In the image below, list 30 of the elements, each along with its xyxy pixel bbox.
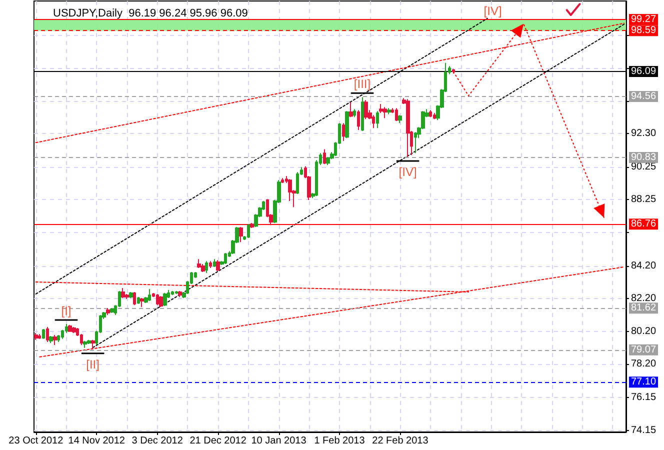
ref-line-label: 99.27 xyxy=(631,14,656,25)
y-tick-label: 76.15 xyxy=(631,392,656,404)
x-tick-label: 21 Dec 2012 xyxy=(190,436,247,446)
ref-line-label: 94.56 xyxy=(631,91,656,102)
text: USDJPY,Daily 96.19 96.24 95.96 96.09 xyxy=(53,8,248,20)
ref-line-label: 77.10 xyxy=(631,376,656,388)
y-tick-label: 84.20 xyxy=(631,260,656,272)
x-tick-label: 22 Feb 2013 xyxy=(372,436,429,446)
x-tick-label: 23 Oct 2012 xyxy=(8,436,64,446)
y-tick-label: 92.30 xyxy=(631,128,656,139)
y-tick-label: 80.20 xyxy=(631,326,656,337)
y-tick-label: 82.20 xyxy=(631,293,656,304)
ref-line-label: 86.76 xyxy=(631,218,656,230)
annotation: [III] xyxy=(354,77,371,92)
y-tick-label: 78.20 xyxy=(631,358,656,370)
x-tick-label: 3 Dec 2012 xyxy=(132,436,184,446)
ref-line-label: 90.83 xyxy=(631,152,656,164)
y-tick-label: 88.25 xyxy=(631,194,656,206)
ref-line-label: 79.07 xyxy=(631,344,656,356)
annotation: [IV] xyxy=(484,4,502,18)
x-tick-label: 14 Nov 2012 xyxy=(68,436,126,446)
annotation: [IV] xyxy=(398,165,417,180)
annotation: [I] xyxy=(61,304,72,318)
ref-line-label: 81.62 xyxy=(631,302,656,314)
y-tick-label: 74.15 xyxy=(631,424,656,436)
annotation: [II] xyxy=(86,357,100,372)
x-tick-label: 10 Jan 2013 xyxy=(251,436,307,446)
ref-line-label: 98.59 xyxy=(631,25,656,36)
ref-line-label: 96.09 xyxy=(631,66,656,77)
x-tick-label: 1 Feb 2013 xyxy=(314,436,366,446)
